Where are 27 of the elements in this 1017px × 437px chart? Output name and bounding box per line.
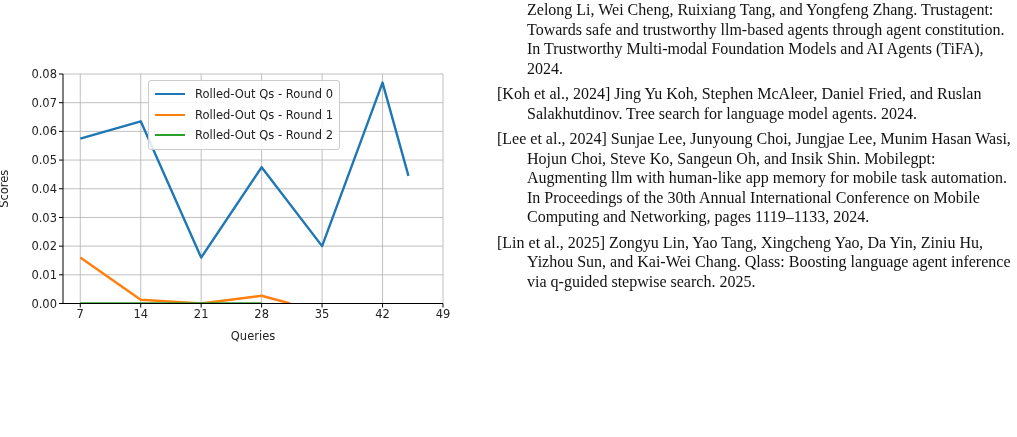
line-series bbox=[79, 256, 292, 304]
text: [Lee et al., 2024] Sunjae Lee, Junyoung Choi, Jungjae Lee, Munim Hasan Wasi, Hojun Choi, Steve Ko, Sangeun Oh, and Insik Shin. Mobilegpt: Augmenting llm with human-like app memory for mobile task automation. In Proceedings of the 30th Annual International Conference on Mobile Computing and Networking, pages 1119–1133, 2024. bbox=[497, 129, 1012, 227]
y-tick-label: 0.01 bbox=[31, 267, 57, 282]
x-tick-label: 7 bbox=[76, 306, 84, 321]
legend-label: Rolled-Out Qs - Round 1 bbox=[195, 107, 334, 122]
line-series bbox=[79, 81, 410, 259]
x-tick-label: 49 bbox=[435, 306, 451, 321]
x-tick-label: 35 bbox=[314, 306, 330, 321]
text: [Lin et al., 2025] Zongyu Lin, Yao Tang, Xingcheng Yao, Da Yin, Ziniu Hu, Yizhou Sun, and Kai-Wei Chang. Qlass: Boosting language agent inference via q-guided stepwise search. 2025. bbox=[497, 232, 1012, 291]
text: Zelong Li, Wei Cheng, Ruixiang Tang, and Yongfeng Zhang. Trustagent: Towards safe and trustworthy llm-based agents through agent constitution. In Trustworthy Multi-modal Foundation Models and AI Agents (TiFA), 2024. bbox=[526, 0, 1006, 78]
y-tick-label: 0.04 bbox=[31, 181, 57, 196]
legend-label: Rolled-Out Qs - Round 0 bbox=[195, 87, 334, 102]
y-tick-label: 0.08 bbox=[31, 67, 57, 82]
legend-label: Rolled-Out Qs - Round 2 bbox=[195, 128, 334, 143]
y-tick-label: 0.05 bbox=[31, 153, 57, 168]
x-tick-label: 21 bbox=[193, 306, 209, 321]
y-tick-label: 0.07 bbox=[31, 95, 57, 110]
y-tick-label: 0.03 bbox=[31, 210, 57, 225]
y-tick-label: 0.02 bbox=[31, 239, 57, 254]
x-tick-label: 42 bbox=[375, 306, 390, 321]
y-tick-label: 0.00 bbox=[31, 296, 57, 311]
x-axis-title: Queries bbox=[230, 328, 276, 343]
x-tick-label: 28 bbox=[254, 306, 269, 321]
y-tick-label: 0.06 bbox=[31, 124, 57, 139]
text: [Koh et al., 2024] Jing Yu Koh, Stephen McAleer, Daniel Fried, and Ruslan Salakhutdinov. Tree search for language model agents. 2024. bbox=[497, 84, 983, 123]
y-axis-title: Scores bbox=[0, 169, 12, 208]
x-tick-label: 14 bbox=[133, 306, 149, 321]
